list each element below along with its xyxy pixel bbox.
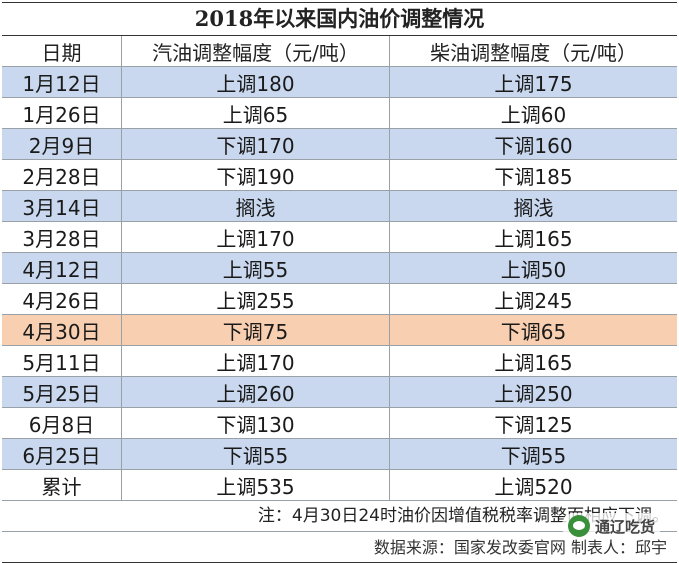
gasoline-cell: 下调75 xyxy=(122,315,390,345)
date-cell: 4月30日 xyxy=(2,315,122,345)
gasoline-cell: 上调255 xyxy=(122,284,390,314)
diesel-cell: 上调245 xyxy=(494,288,573,313)
table-row: 1月26日 上调65 上调60 xyxy=(2,98,677,129)
date-cell: 6月25日 xyxy=(2,439,122,469)
gasoline-cell: 搁浅 xyxy=(122,191,390,221)
diesel-cell: 上调520 xyxy=(494,474,573,499)
date-cell: 3月14日 xyxy=(2,191,122,221)
date-cell: 6月8日 xyxy=(2,408,122,438)
table-row: 1月12日 上调180 上调175 xyxy=(2,67,677,98)
header-diesel: 柴油调整幅度（元/吨） xyxy=(430,40,637,65)
diesel-cell: 下调55 xyxy=(500,443,567,468)
table-body: 1月12日 上调180 上调175 1月26日 上调65 上调60 2月9日 下调170 下调1… xyxy=(2,67,677,501)
gasoline-cell: 下调170 xyxy=(122,129,390,159)
date-cell: 2月28日 xyxy=(2,160,122,190)
table-row: 累计 上调535 上调520 xyxy=(2,470,677,501)
watermark: 通辽吃货 xyxy=(561,513,661,539)
date-cell: 2月9日 xyxy=(2,129,122,159)
table-row: 3月28日 上调170 上调165 xyxy=(2,222,677,253)
header-gasoline: 汽油调整幅度（元/吨） xyxy=(122,36,390,66)
watermark-text: 通辽吃货 xyxy=(594,517,655,536)
gasoline-cell: 下调190 xyxy=(122,160,390,190)
diesel-cell: 上调250 xyxy=(494,381,573,406)
date-cell: 1月26日 xyxy=(2,98,122,128)
gasoline-cell: 上调260 xyxy=(122,377,390,407)
date-cell: 累计 xyxy=(2,470,122,500)
diesel-cell: 下调65 xyxy=(500,319,567,344)
gasoline-cell: 上调170 xyxy=(122,222,390,252)
table-row: 5月11日 上调170 上调165 xyxy=(2,346,677,377)
gasoline-cell: 上调535 xyxy=(122,470,390,500)
table-row: 2月28日 下调190 下调185 xyxy=(2,160,677,191)
diesel-cell: 上调175 xyxy=(494,71,573,96)
diesel-cell: 搁浅 xyxy=(513,195,554,220)
table-row: 6月8日 下调130 下调125 xyxy=(2,408,677,439)
gasoline-cell: 上调180 xyxy=(122,67,390,97)
gasoline-cell: 上调65 xyxy=(122,98,390,128)
table-title: 2018年以来国内油价调整情况 xyxy=(2,2,677,36)
diesel-cell: 下调160 xyxy=(494,133,573,158)
gasoline-cell: 下调55 xyxy=(122,439,390,469)
table-row: 3月14日 搁浅 搁浅 xyxy=(2,191,677,222)
diesel-cell: 上调60 xyxy=(500,102,567,127)
table-row: 4月12日 上调55 上调50 xyxy=(2,253,677,284)
date-cell: 3月28日 xyxy=(2,222,122,252)
diesel-cell: 下调185 xyxy=(494,164,573,189)
table-row: 4月30日 下调75 下调65 xyxy=(2,315,677,346)
table-row: 2月9日 下调170 下调160 xyxy=(2,129,677,160)
table-row: 5月25日 上调260 上调250 xyxy=(2,377,677,408)
table-row: 6月25日 下调55 下调55 xyxy=(2,439,677,470)
gasoline-cell: 上调170 xyxy=(122,346,390,376)
diesel-cell: 上调50 xyxy=(500,257,567,282)
date-cell: 1月12日 xyxy=(2,67,122,97)
date-cell: 5月11日 xyxy=(2,346,122,376)
date-cell: 5月25日 xyxy=(2,377,122,407)
gasoline-cell: 上调55 xyxy=(122,253,390,283)
gasoline-cell: 下调130 xyxy=(122,408,390,438)
diesel-cell: 上调165 xyxy=(494,350,573,375)
table-row: 4月26日 上调255 上调245 xyxy=(2,284,677,315)
date-cell: 4月26日 xyxy=(2,284,122,314)
diesel-cell: 上调165 xyxy=(494,226,573,251)
diesel-cell: 下调125 xyxy=(494,412,573,437)
table-header-row: 日期 汽油调整幅度（元/吨） 柴油调整幅度（元/吨） xyxy=(2,36,677,67)
header-date: 日期 xyxy=(2,36,122,66)
wechat-logo-icon xyxy=(567,515,590,537)
date-cell: 4月12日 xyxy=(2,253,122,283)
